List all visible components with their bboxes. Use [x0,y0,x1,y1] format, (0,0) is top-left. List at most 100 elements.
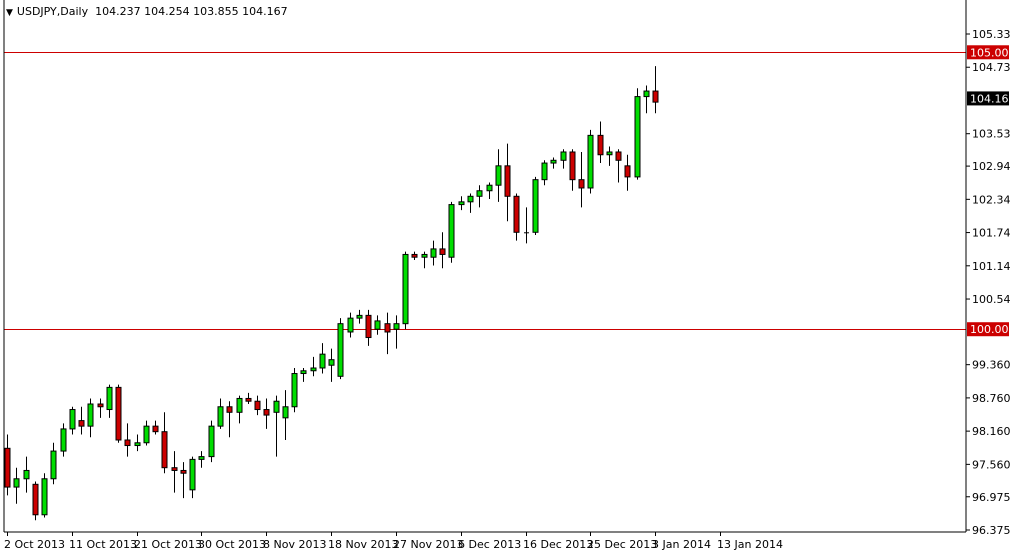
hline-label-0-text: 105.000 [970,46,1010,59]
candle-37 [347,312,354,338]
chart-header: ▼ USDJPY,Daily 104.237 104.254 103.855 10… [6,5,288,18]
candle-body [189,458,196,491]
candle-36 [337,318,344,380]
candle-10 [97,398,104,418]
candle-body [356,314,363,319]
candle-31 [291,367,298,413]
current-price-text: 104.167 [970,92,1010,105]
candle-body [643,90,650,98]
y-tick-label: 97.560 [972,458,1010,471]
y-tick-label: 105.330 [972,28,1010,41]
candle-body [606,151,613,156]
candle-45 [421,251,428,269]
candle-body [50,450,57,480]
candle-46 [430,240,437,266]
candle-body [32,483,39,516]
x-tick-label: 18 Nov 2013 [328,538,398,551]
candle-body [421,253,428,258]
candle-body [310,367,317,372]
candle-8 [78,406,85,435]
candle-52 [486,182,493,200]
candle-body [254,400,261,411]
candle-44 [411,251,418,260]
candle-body [97,403,104,408]
candle-41 [384,312,391,355]
candle-26 [245,392,252,404]
y-tick-label: 102.945 [972,160,1010,173]
candle-15 [143,420,150,446]
candle-0 [4,434,11,496]
candle-body [69,409,76,430]
y-axis: 105.330 104.730 103.530 102.945 102.345 101.7… [3,0,1010,537]
candle-38 [356,309,363,324]
candle-body [115,386,122,441]
candle-body [263,409,270,416]
candle-24 [226,401,233,438]
candle-body [495,165,502,186]
x-tick-label: 21 Oct 2013 [134,538,202,551]
x-tick-label: 3 Jan 2014 [652,538,711,551]
x-tick-label: 25 Dec 2013 [587,538,657,551]
x-tick-label: 30 Oct 2013 [198,538,266,551]
candle-body [347,317,354,333]
candle-body [78,420,85,427]
candle-body [541,162,548,181]
candle-body [328,359,335,366]
candle-body [384,323,391,333]
candle-body [87,403,94,427]
candle-body [458,201,465,206]
candle-body [143,425,150,444]
candle-body [208,425,215,458]
candle-6 [60,423,67,457]
hline-label-0-box [967,45,1009,60]
candle-50 [467,193,474,213]
y-tick-label: 104.730 [972,61,1010,74]
candle-body [578,179,585,189]
candle-17 [161,412,168,474]
candle-25 [236,395,243,424]
candle-body [560,151,567,161]
candle-body [23,469,30,480]
candle-59 [550,157,557,169]
x-tick-label: 27 Nov 2013 [393,538,463,551]
y-tick-label: 102.345 [972,193,1010,206]
dropdown-triangle-icon[interactable]: ▼ [6,8,13,18]
candle-42 [393,315,400,349]
candle-body [161,431,168,469]
candle-67 [624,154,631,191]
candle-body [652,90,659,103]
candle-body [319,353,326,369]
candle-43 [402,251,409,330]
x-tick-label: 2 Oct 2013 [4,538,65,551]
y-tick-label: 101.145 [972,260,1010,273]
candle-body [587,134,594,189]
y-tick-label: 100.545 [972,293,1010,306]
candle-body [467,195,474,203]
price-labels: 105.000 100.000 104.167 [967,45,1010,337]
x-tick-label: 16 Dec 2013 [523,538,593,551]
candle-body [124,439,131,447]
candle-20 [189,456,196,499]
candle-1 [13,467,20,504]
candle-33 [310,356,317,377]
candle-body [624,165,631,178]
candle-47 [439,232,446,269]
candle-body [106,386,113,411]
candle-body [430,248,437,258]
candle-body [282,406,289,419]
candle-body [60,428,67,452]
candle-body [615,151,622,161]
candle-57 [532,176,539,236]
candle-39 [365,309,372,346]
candle-13 [124,423,131,457]
candle-body [337,323,344,377]
current-price-box [967,91,1009,106]
candle-7 [69,406,76,435]
candle-body [486,184,493,192]
candle-61 [569,149,576,191]
candle-body [504,165,511,197]
candle-70 [652,66,659,114]
candle-body [41,478,48,516]
candle-3 [32,481,39,521]
